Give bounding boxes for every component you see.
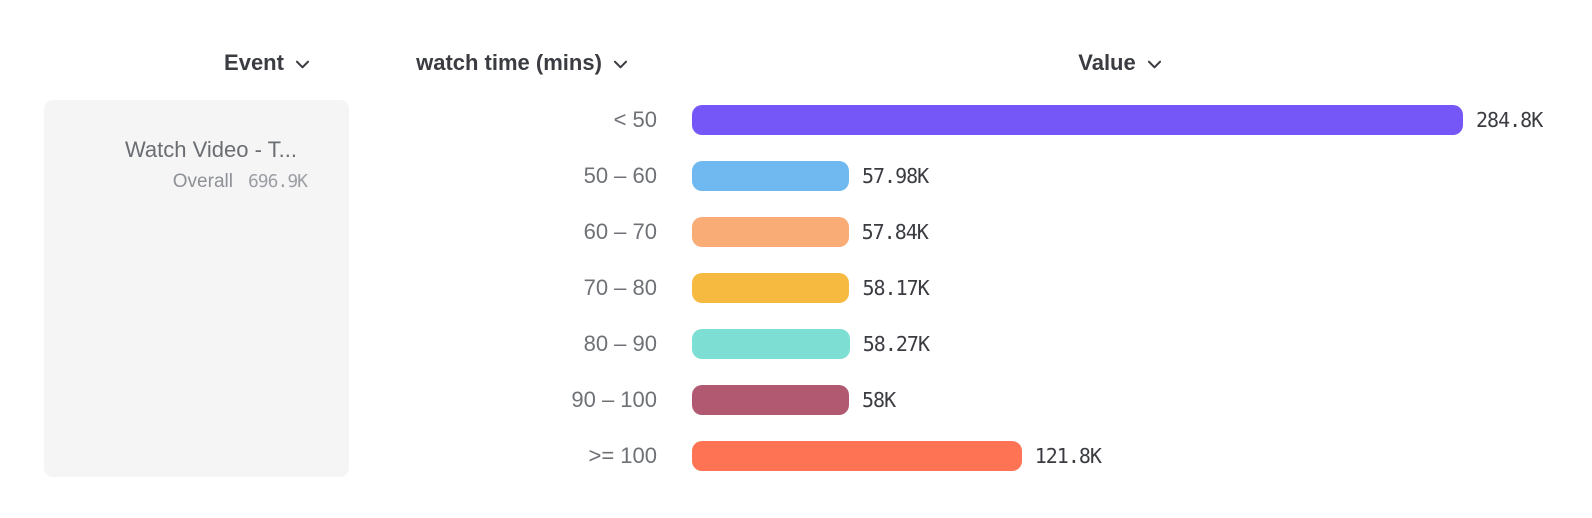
bar-row: 80 – 90 58.27K <box>0 316 1592 372</box>
bar-value-label: 284.8K <box>1476 108 1543 132</box>
bar[interactable] <box>692 441 1022 471</box>
event-overall-row: Overall 696.9K <box>44 171 349 193</box>
bar-category-label: 80 – 90 <box>583 331 657 356</box>
bar-row: 90 – 100 58K <box>0 372 1592 428</box>
event-title: Watch Video - T... <box>124 137 297 162</box>
event-column-label: Event <box>224 50 284 75</box>
bar-category-label: 70 – 80 <box>583 275 657 300</box>
bar-row: < 50 284.8K <box>0 92 1592 148</box>
bar-category-label: 90 – 100 <box>571 387 657 412</box>
event-column-header[interactable]: Event <box>167 48 367 78</box>
breakdown-column-header[interactable]: watch time (mins) <box>372 48 672 78</box>
bar-category-label: < 50 <box>613 107 657 132</box>
bar-value-label: 58K <box>862 388 896 412</box>
bar-value-label: 58.17K <box>862 276 929 300</box>
bar-category-label: 60 – 70 <box>583 219 657 244</box>
bar-value-label: 57.84K <box>861 220 929 244</box>
bar-row: 50 – 60 57.98K <box>0 148 1592 204</box>
bar[interactable] <box>692 385 849 415</box>
overall-label: Overall <box>172 171 233 192</box>
bar-value-label: 58.27K <box>862 332 930 356</box>
bar-category-label: 50 – 60 <box>583 163 657 188</box>
bar[interactable] <box>692 273 850 303</box>
bar-row: 70 – 80 58.17K <box>0 260 1592 316</box>
breakdown-column-label: watch time (mins) <box>416 50 602 75</box>
bar-row: >= 100 121.8K <box>0 428 1592 484</box>
chevron-down-icon <box>613 58 628 71</box>
event-card[interactable]: Watch Video - T... Overall 696.9K <box>44 100 349 477</box>
bar-value-label: 57.98K <box>861 164 929 188</box>
bar-category-label: >= 100 <box>588 443 657 468</box>
value-column-label: Value <box>1078 50 1136 75</box>
bar[interactable] <box>692 329 850 359</box>
overall-value: 696.9K <box>247 171 308 192</box>
bar[interactable] <box>692 105 1463 135</box>
bar[interactable] <box>692 217 849 247</box>
bar[interactable] <box>692 161 849 191</box>
chevron-down-icon <box>1147 58 1162 71</box>
chevron-down-icon <box>295 58 310 71</box>
value-column-header[interactable]: Value <box>1020 48 1220 78</box>
bar-chart: < 50 284.8K 50 – 60 57.98K 60 – 70 57.84K 70 –… <box>0 92 1592 484</box>
bar-row: 60 – 70 57.84K <box>0 204 1592 260</box>
bar-value-label: 121.8K <box>1034 444 1102 468</box>
